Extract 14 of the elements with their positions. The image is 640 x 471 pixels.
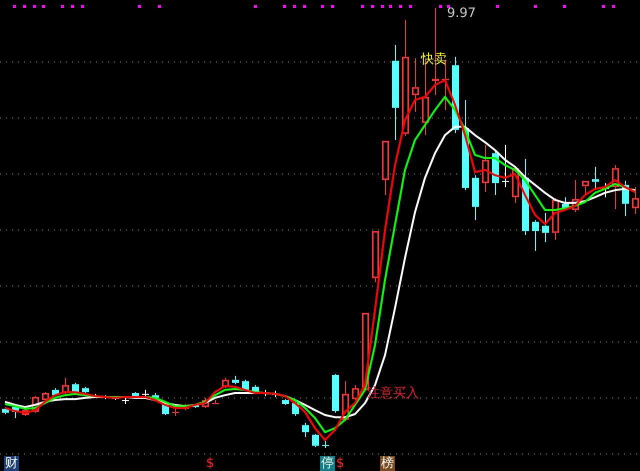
annotation: 9.97 bbox=[447, 6, 476, 21]
candlestick bbox=[392, 44, 399, 140]
text: $ bbox=[335, 456, 346, 471]
text: 榜 bbox=[380, 456, 395, 471]
candlestick bbox=[412, 58, 419, 112]
candlestick bbox=[532, 220, 539, 252]
candlestick bbox=[172, 408, 179, 416]
candlestick bbox=[542, 212, 549, 243]
candlestick bbox=[472, 174, 479, 221]
text: $ bbox=[205, 456, 216, 471]
candlestick bbox=[282, 398, 289, 406]
text: 停 bbox=[320, 456, 335, 471]
text: 财 bbox=[4, 456, 19, 471]
candlestick bbox=[332, 374, 339, 414]
